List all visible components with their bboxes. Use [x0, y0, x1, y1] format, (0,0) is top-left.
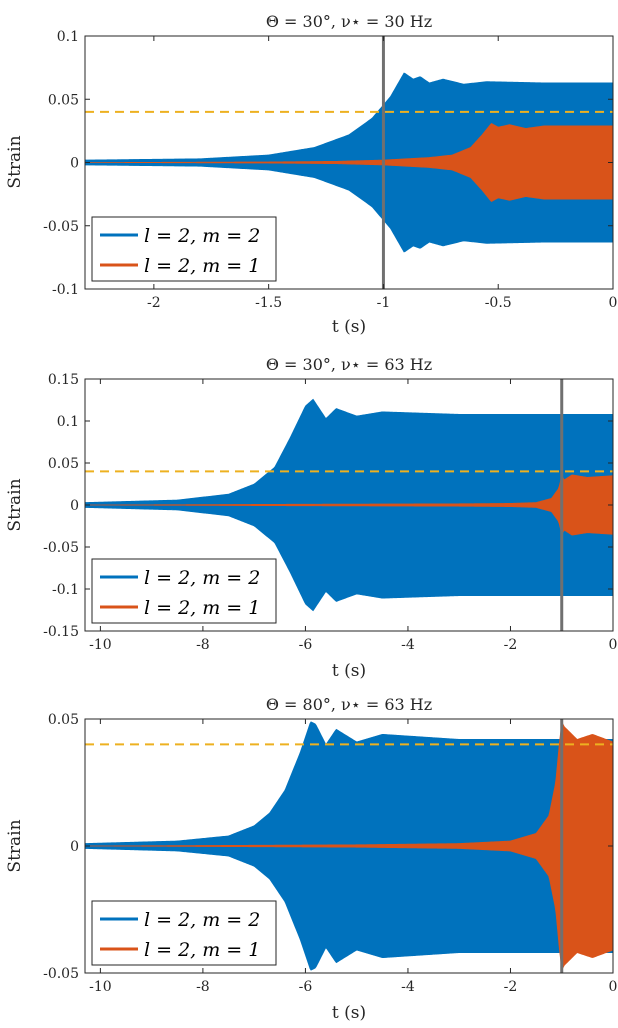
- y-tick-label: 0: [70, 498, 79, 514]
- x-tick-label: -6: [299, 637, 313, 653]
- chart-title: Θ = 30°, ν⋆ = 30 Hz: [266, 12, 432, 31]
- legend: l = 2, m = 2 l = 2, m = 1: [91, 558, 277, 624]
- y-tick-label: -0.05: [43, 219, 79, 235]
- y-axis-label: Strain: [5, 135, 25, 188]
- legend-box: [91, 900, 277, 966]
- y-tick-label: 0.05: [48, 92, 79, 108]
- y-tick-label: -0.1: [52, 282, 79, 298]
- y-tick-label: 0: [70, 156, 79, 172]
- x-tick-label: -8: [196, 637, 210, 653]
- y-tick-label: 0.05: [48, 712, 79, 728]
- x-tick-label: -4: [401, 979, 415, 995]
- x-axis-label: t (s): [332, 661, 366, 681]
- plot-content: [85, 379, 613, 631]
- x-tick-label: -4: [401, 637, 415, 653]
- y-tick-label: -0.05: [43, 966, 79, 982]
- legend-label: l = 2, m = 1: [144, 597, 260, 619]
- x-tick-label: -1: [377, 295, 391, 311]
- x-tick-label: 0: [609, 637, 618, 653]
- panel-3: -10 -8 -6 -4 -2 0 -0.05 0 0.05 Θ = 80°, ν⋆ = 63 H…: [5, 695, 617, 1023]
- x-tick-label: 0: [609, 295, 618, 311]
- chart-title: Θ = 80°, ν⋆ = 63 Hz: [266, 695, 432, 714]
- series-m1-band: [85, 123, 613, 202]
- y-tick-label: 0.15: [48, 372, 79, 388]
- legend-label: l = 2, m = 1: [144, 939, 260, 961]
- y-tick-label: -0.05: [43, 540, 79, 556]
- x-tick-label: -6: [299, 979, 313, 995]
- chart-title: Θ = 30°, ν⋆ = 63 Hz: [266, 355, 432, 374]
- x-axis-label: t (s): [332, 1003, 366, 1023]
- x-tick-label: -2: [504, 637, 518, 653]
- series-m1-band: [85, 474, 613, 536]
- legend-label: l = 2, m = 1: [144, 255, 260, 277]
- x-tick-label: 0: [609, 979, 618, 995]
- panel-1: -2 -1.5 -1 -0.5 0 -0.1 -0.05 0 0.05 0.1 Θ = 30°, ν…: [5, 12, 617, 337]
- plot-content: [85, 719, 613, 973]
- x-tick-label: -10: [89, 979, 112, 995]
- x-tick-label: -10: [89, 637, 112, 653]
- legend-box: [91, 558, 277, 624]
- y-tick-label: 0.1: [57, 29, 79, 45]
- y-tick-label: 0.1: [57, 414, 79, 430]
- x-tick-label: -0.5: [485, 295, 512, 311]
- plot-content: [85, 36, 613, 289]
- series-m1-band: [85, 721, 613, 971]
- legend-box: [91, 216, 277, 282]
- legend: l = 2, m = 2 l = 2, m = 1: [91, 900, 277, 966]
- y-tick-label: 0.05: [48, 456, 79, 472]
- y-tick-label: -0.15: [43, 624, 79, 640]
- x-tick-label: -2: [504, 979, 518, 995]
- x-axis-label: t (s): [332, 317, 366, 337]
- x-tick-label: -8: [196, 979, 210, 995]
- y-axis-label: Strain: [5, 819, 25, 872]
- x-tick-label: -1.5: [255, 295, 282, 311]
- legend-label: l = 2, m = 2: [144, 225, 260, 247]
- legend-label: l = 2, m = 2: [144, 567, 260, 589]
- y-axis-label: Strain: [5, 478, 25, 531]
- x-tick-label: -2: [147, 295, 161, 311]
- legend-label: l = 2, m = 2: [144, 909, 260, 931]
- legend: l = 2, m = 2 l = 2, m = 1: [91, 216, 277, 282]
- y-tick-label: -0.1: [52, 582, 79, 598]
- y-tick-label: 0: [70, 839, 79, 855]
- panel-2: -10 -8 -6 -4 -2 0 -0.15 -0.1 -0.05 0 0.05 0.1 0.15 Θ …: [5, 355, 617, 681]
